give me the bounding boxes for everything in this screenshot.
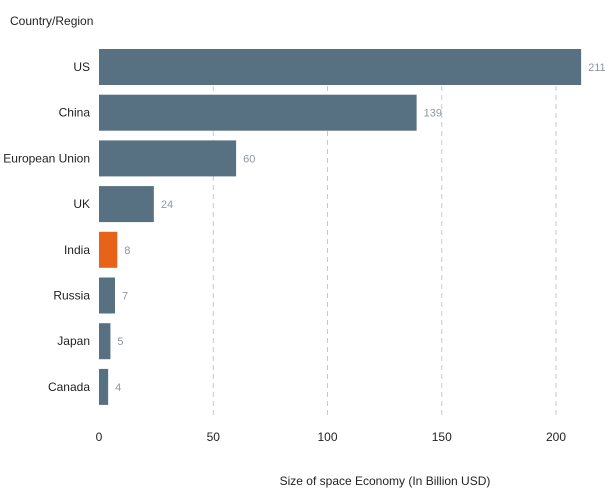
bar-india <box>99 231 118 268</box>
x-tick-label-0: 0 <box>96 430 103 444</box>
category-label-japan: Japan <box>57 334 90 348</box>
value-label-uk: 24 <box>161 199 173 211</box>
category-label-china: China <box>59 106 91 120</box>
value-label-canada: 4 <box>115 382 121 394</box>
y-axis-title: Country/Region <box>10 14 93 28</box>
value-label-russia: 7 <box>122 291 128 303</box>
x-tick-label-200: 200 <box>546 430 566 444</box>
category-label-russia: Russia <box>53 289 90 303</box>
bar-japan <box>99 323 111 360</box>
x-axis-ticks: 0 50 100 150 200 <box>96 430 567 444</box>
x-tick-label-50: 50 <box>207 430 221 444</box>
bar-china <box>99 94 417 131</box>
bar-european-union <box>99 140 237 177</box>
x-tick-label-150: 150 <box>432 430 452 444</box>
category-label-india: India <box>64 243 90 257</box>
category-label-uk: UK <box>73 197 90 211</box>
value-label-japan: 5 <box>117 336 123 348</box>
bar-us <box>99 49 582 85</box>
bar-russia <box>99 277 115 314</box>
x-tick-label-100: 100 <box>317 430 337 444</box>
category-label-canada: Canada <box>48 380 90 394</box>
bar-canada <box>99 368 109 405</box>
value-labels: 211 139 60 24 8 7 5 4 <box>115 62 606 394</box>
x-axis-title: Size of space Economy (In Billion USD) <box>280 474 491 488</box>
category-labels: US China European Union UK India Russia Japan C… <box>3 60 90 394</box>
category-label-us: US <box>73 60 90 74</box>
bar-uk <box>99 186 154 223</box>
value-label-us: 211 <box>588 62 606 74</box>
gridlines <box>212 50 557 418</box>
bars <box>99 49 582 405</box>
value-label-china: 139 <box>424 108 442 120</box>
category-label-european-union: European Union <box>3 151 90 165</box>
value-label-india: 8 <box>124 245 130 257</box>
value-label-european-union: 60 <box>243 153 255 165</box>
